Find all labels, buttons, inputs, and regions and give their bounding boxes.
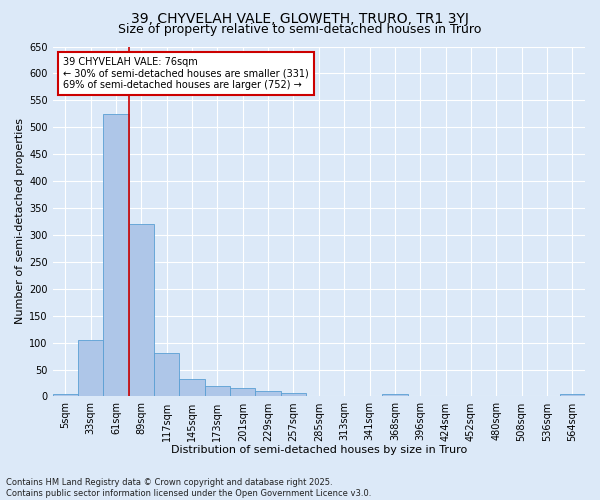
Bar — [382, 394, 407, 396]
Bar — [129, 224, 154, 396]
Text: 39, CHYVELAH VALE, GLOWETH, TRURO, TR1 3YJ: 39, CHYVELAH VALE, GLOWETH, TRURO, TR1 3… — [131, 12, 469, 26]
X-axis label: Distribution of semi-detached houses by size in Truro: Distribution of semi-detached houses by … — [171, 445, 467, 455]
Bar — [53, 394, 78, 396]
Text: 39 CHYVELAH VALE: 76sqm
← 30% of semi-detached houses are smaller (331)
69% of s: 39 CHYVELAH VALE: 76sqm ← 30% of semi-de… — [63, 57, 309, 90]
Y-axis label: Number of semi-detached properties: Number of semi-detached properties — [15, 118, 25, 324]
Bar — [103, 114, 129, 397]
Bar — [560, 394, 585, 396]
Bar — [78, 340, 103, 396]
Bar — [256, 391, 281, 396]
Text: Contains HM Land Registry data © Crown copyright and database right 2025.
Contai: Contains HM Land Registry data © Crown c… — [6, 478, 371, 498]
Text: Size of property relative to semi-detached houses in Truro: Size of property relative to semi-detach… — [118, 22, 482, 36]
Bar — [281, 392, 306, 396]
Bar — [154, 354, 179, 397]
Bar — [179, 379, 205, 396]
Bar — [205, 386, 230, 396]
Bar — [230, 388, 256, 396]
